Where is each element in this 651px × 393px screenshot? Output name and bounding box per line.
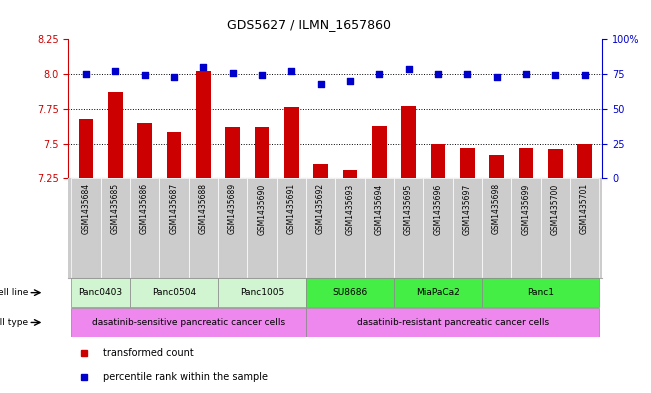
Text: dasatinib-sensitive pancreatic cancer cells: dasatinib-sensitive pancreatic cancer ce… [92,318,285,327]
Point [286,68,296,74]
Point [315,81,326,87]
Point [198,64,208,70]
Bar [72,178,101,278]
Text: GSM1435685: GSM1435685 [111,184,120,235]
Bar [365,178,394,278]
Bar [225,127,240,178]
Text: Panc0403: Panc0403 [79,288,122,297]
Bar [313,165,328,178]
Text: GSM1435684: GSM1435684 [81,184,90,235]
Text: Panc1005: Panc1005 [240,288,284,297]
Text: transformed count: transformed count [103,348,194,358]
Bar [218,178,247,278]
Bar [306,178,335,278]
Point [81,71,91,77]
Bar [394,278,482,307]
Bar [335,178,365,278]
Text: GSM1435692: GSM1435692 [316,184,325,235]
Bar [130,278,218,307]
Text: cell line: cell line [0,288,29,297]
Bar [284,107,299,178]
Text: GSM1435686: GSM1435686 [140,184,149,235]
Bar [452,178,482,278]
Bar [401,106,416,178]
Text: GSM1435695: GSM1435695 [404,184,413,235]
Text: MiaPaCa2: MiaPaCa2 [416,288,460,297]
Bar [101,178,130,278]
Bar [482,178,511,278]
Text: GSM1435694: GSM1435694 [375,184,383,235]
Bar [72,308,306,337]
Text: GSM1435688: GSM1435688 [199,184,208,234]
Bar [342,170,357,178]
Bar [255,127,270,178]
Text: GSM1435697: GSM1435697 [463,184,472,235]
Text: SU8686: SU8686 [332,288,368,297]
Text: GSM1435691: GSM1435691 [287,184,296,235]
Bar [130,178,159,278]
Bar [218,278,306,307]
Text: GSM1435701: GSM1435701 [580,184,589,235]
Text: GSM1435699: GSM1435699 [521,184,531,235]
Point [139,72,150,79]
Bar [108,92,122,178]
Text: GSM1435690: GSM1435690 [257,184,266,235]
Text: Panc1: Panc1 [527,288,554,297]
Bar [511,178,540,278]
Point [110,68,120,74]
Bar [306,308,599,337]
Text: GSM1435687: GSM1435687 [169,184,178,235]
Point [462,71,473,77]
Bar [189,178,218,278]
Text: percentile rank within the sample: percentile rank within the sample [103,373,268,382]
Bar [394,178,423,278]
Point [256,72,267,79]
Text: GSM1435689: GSM1435689 [228,184,237,235]
Point [492,74,502,80]
Bar [137,123,152,178]
Bar [482,278,599,307]
Bar [196,71,211,178]
Text: GSM1435696: GSM1435696 [434,184,443,235]
Point [579,72,590,79]
Bar [372,125,387,178]
Bar [490,155,504,178]
Bar [306,278,394,307]
Text: GSM1435700: GSM1435700 [551,184,560,235]
Text: Panc0504: Panc0504 [152,288,196,297]
Point [345,78,355,84]
Point [550,72,561,79]
Bar [423,178,452,278]
Bar [167,132,181,178]
Bar [79,119,93,178]
Bar [519,148,533,178]
Point [227,70,238,76]
Text: GDS5627 / ILMN_1657860: GDS5627 / ILMN_1657860 [227,18,391,31]
Bar [430,143,445,178]
Point [169,74,179,80]
Text: dasatinib-resistant pancreatic cancer cells: dasatinib-resistant pancreatic cancer ce… [357,318,549,327]
Bar [247,178,277,278]
Bar [72,278,130,307]
Text: cell type: cell type [0,318,29,327]
Point [433,71,443,77]
Bar [277,178,306,278]
Bar [548,149,562,178]
Text: GSM1435693: GSM1435693 [346,184,354,235]
Point [404,65,414,72]
Point [374,71,385,77]
Point [521,71,531,77]
Bar [159,178,189,278]
Bar [460,148,475,178]
Bar [540,178,570,278]
Bar [570,178,599,278]
Bar [577,143,592,178]
Text: GSM1435698: GSM1435698 [492,184,501,235]
